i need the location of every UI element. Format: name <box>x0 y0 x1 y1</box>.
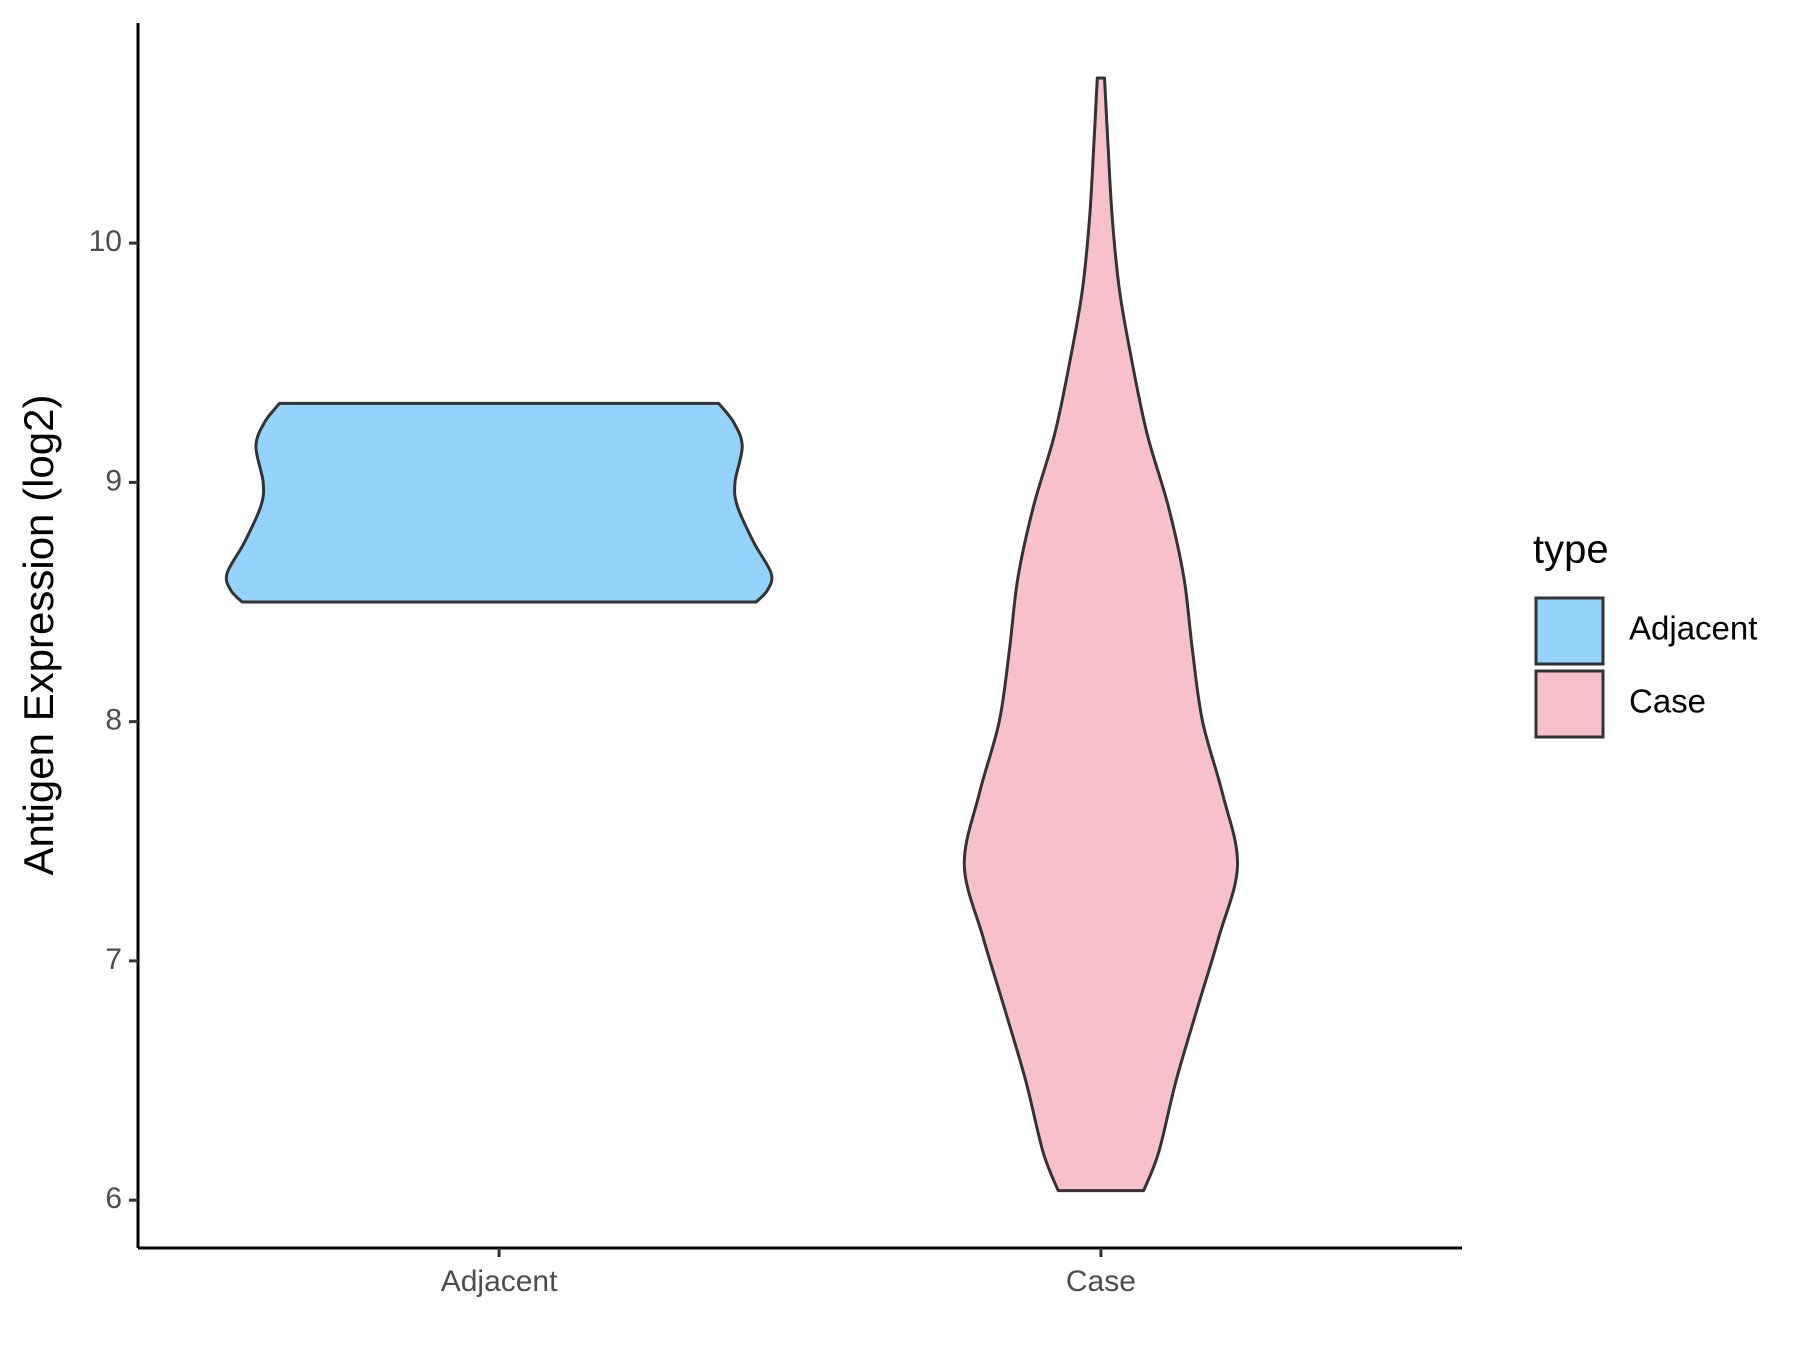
legend-label: Case <box>1629 683 1706 720</box>
y-tick-label: 6 <box>105 1182 122 1215</box>
legend-label: Adjacent <box>1629 610 1757 647</box>
violin <box>962 76 1240 1193</box>
legend-key <box>1534 669 1605 739</box>
y-tick-label: 8 <box>105 704 122 737</box>
x-tick-label: Case <box>1066 1265 1136 1298</box>
violin <box>224 401 774 604</box>
y-axis-title: Antigen Expression (log2) <box>15 395 62 876</box>
legend-key <box>1534 596 1605 666</box>
y-tick-label: 9 <box>105 464 122 497</box>
legend-title: type <box>1533 528 1609 572</box>
y-tick-label: 10 <box>89 225 122 258</box>
x-tick-label: Adjacent <box>441 1265 558 1298</box>
y-tick-label: 7 <box>105 943 122 976</box>
